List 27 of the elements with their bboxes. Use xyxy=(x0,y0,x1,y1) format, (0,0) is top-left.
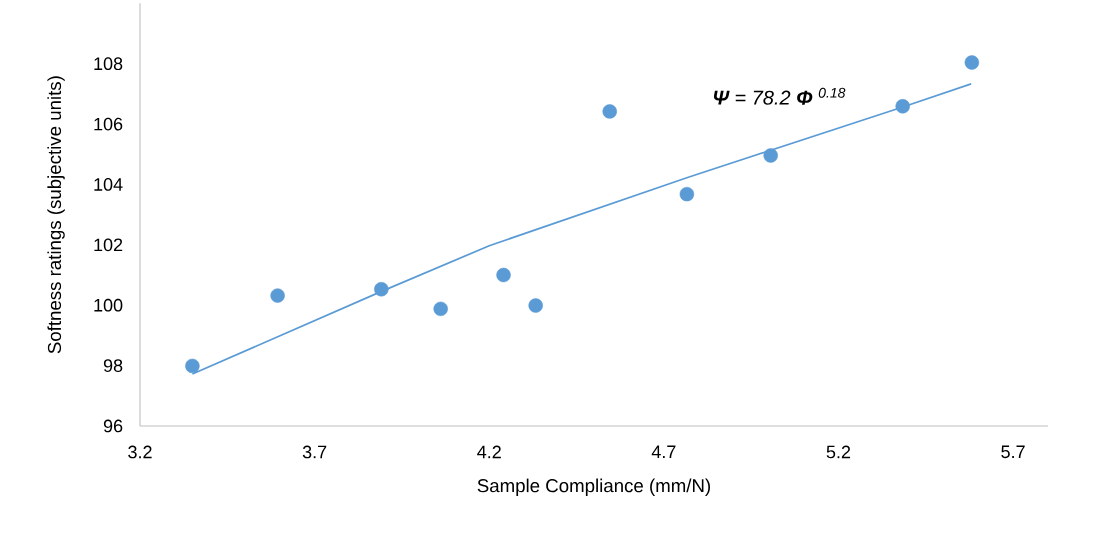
point xyxy=(185,358,200,374)
y-tick-label: 96 xyxy=(103,419,123,433)
x-tick-label: 5.7 xyxy=(1001,445,1025,459)
point xyxy=(528,298,543,313)
point xyxy=(964,55,980,70)
point xyxy=(374,282,389,297)
point xyxy=(763,148,778,163)
x-tick-label: 3.7 xyxy=(302,445,327,459)
x-tick-label: 4.2 xyxy=(477,445,501,459)
point xyxy=(496,267,511,283)
x-tick-label: 5.2 xyxy=(826,445,851,459)
y-tick-label: 104 xyxy=(94,178,123,191)
y-tick-label: 100 xyxy=(94,298,123,312)
point xyxy=(270,288,285,303)
y-tick-label: 98 xyxy=(103,359,123,372)
y-tick-label: 108 xyxy=(94,57,123,71)
y-tick-label: 106 xyxy=(94,117,123,131)
x-axis-title: Sample Compliance (mm/N) xyxy=(477,478,711,496)
x-tick-label: 4.7 xyxy=(651,445,676,458)
x-tick-label: 3.2 xyxy=(128,445,152,459)
point xyxy=(679,186,695,202)
annotation: Ψ = 78.2 Φ $^{0.18}$ xyxy=(714,87,846,105)
y-axis-title: Softness ratings (subjective units) xyxy=(47,76,65,354)
point xyxy=(895,99,910,114)
point xyxy=(433,301,448,317)
y-tick-label: 102 xyxy=(94,238,123,252)
point xyxy=(602,104,617,119)
